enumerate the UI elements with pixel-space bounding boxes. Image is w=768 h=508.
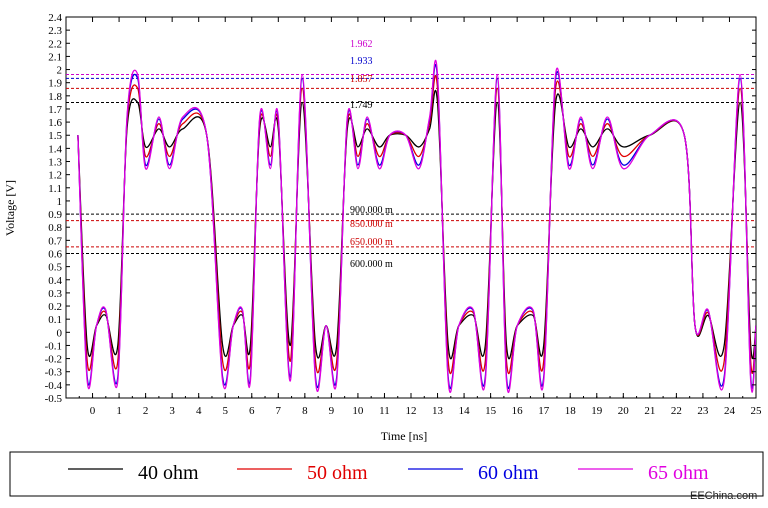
y-tick-label: -0.1 bbox=[45, 340, 62, 352]
reference-label: 900.000 m bbox=[350, 205, 393, 216]
x-tick-label: 2 bbox=[143, 405, 149, 417]
y-tick-label: -0.4 bbox=[45, 380, 63, 392]
y-tick-label: 2.4 bbox=[48, 12, 62, 24]
series-line-40-ohm bbox=[77, 90, 756, 360]
reference-label: 600.000 m bbox=[350, 259, 393, 270]
y-tick-label: 2.3 bbox=[48, 25, 62, 37]
legend-label: 65 ohm bbox=[648, 462, 709, 484]
x-tick-label: 18 bbox=[565, 405, 577, 417]
reference-label: 1.962 bbox=[350, 39, 373, 50]
x-tick-label: 8 bbox=[302, 405, 308, 417]
x-tick-label: 23 bbox=[697, 405, 709, 417]
x-tick-label: 25 bbox=[751, 405, 763, 417]
x-tick-label: 0 bbox=[90, 405, 96, 417]
y-tick-label: -0.5 bbox=[45, 393, 63, 405]
x-tick-label: 17 bbox=[538, 405, 550, 417]
x-tick-label: 3 bbox=[169, 405, 175, 417]
x-tick-label: 15 bbox=[485, 405, 497, 417]
legend-label: 40 ohm bbox=[138, 462, 199, 484]
y-tick-label: 1.8 bbox=[48, 91, 62, 103]
y-tick-label: -0.3 bbox=[45, 367, 63, 379]
y-tick-label: 0.9 bbox=[48, 209, 62, 221]
y-tick-label: 1.5 bbox=[48, 130, 62, 142]
y-tick-label: 0.2 bbox=[48, 301, 62, 313]
y-tick-label: 0.3 bbox=[48, 288, 62, 300]
x-tick-label: 13 bbox=[432, 405, 444, 417]
y-tick-label: 0.4 bbox=[48, 275, 62, 287]
y-tick-label: 0 bbox=[57, 327, 63, 339]
legend-label: 60 ohm bbox=[478, 462, 539, 484]
y-tick-label: 1.9 bbox=[48, 78, 62, 90]
legend-box bbox=[9, 451, 764, 497]
x-tick-label: 14 bbox=[459, 405, 471, 417]
x-tick-label: 11 bbox=[379, 405, 390, 417]
y-tick-label: 2 bbox=[57, 65, 63, 77]
y-tick-label: -0.2 bbox=[45, 354, 62, 366]
x-tick-label: 19 bbox=[591, 405, 603, 417]
x-tick-label: 1 bbox=[116, 405, 122, 417]
x-tick-label: 16 bbox=[512, 405, 524, 417]
series-line-60-ohm bbox=[77, 63, 756, 389]
x-tick-label: 22 bbox=[671, 405, 682, 417]
reference-label: 850.000 m bbox=[350, 219, 393, 230]
x-tick-label: 24 bbox=[724, 405, 736, 417]
y-tick-label: 0.1 bbox=[48, 314, 62, 326]
y-tick-label: 0.6 bbox=[48, 248, 62, 260]
y-tick-label: 1.7 bbox=[48, 104, 62, 116]
y-tick-label: 1 bbox=[57, 196, 63, 208]
y-tick-label: 1.2 bbox=[48, 170, 62, 182]
x-tick-label: 7 bbox=[276, 405, 282, 417]
reference-label: 1.749 bbox=[350, 100, 373, 111]
y-axis-title: Voltage [V] bbox=[3, 180, 17, 236]
y-tick-label: 2.1 bbox=[48, 51, 62, 63]
y-tick-label: 1.1 bbox=[48, 183, 62, 195]
series-line-65-ohm bbox=[77, 59, 756, 393]
x-tick-label: 12 bbox=[406, 405, 417, 417]
x-tick-label: 5 bbox=[222, 405, 228, 417]
x-tick-label: 9 bbox=[329, 405, 335, 417]
legend-label: 50 ohm bbox=[307, 462, 368, 484]
reference-label: 1.857 bbox=[350, 74, 373, 85]
x-tick-label: 20 bbox=[618, 405, 630, 417]
y-tick-label: 0.8 bbox=[48, 222, 62, 234]
x-tick-label: 6 bbox=[249, 405, 255, 417]
y-tick-label: 1.3 bbox=[48, 157, 62, 169]
x-tick-label: 4 bbox=[196, 405, 202, 417]
x-axis-title: Time [ns] bbox=[381, 429, 428, 443]
series-line-50-ohm bbox=[77, 75, 756, 374]
y-tick-label: 0.5 bbox=[48, 262, 62, 274]
y-tick-label: 1.6 bbox=[48, 117, 62, 129]
y-tick-label: 1.4 bbox=[48, 143, 62, 155]
y-tick-label: 2.2 bbox=[48, 38, 62, 50]
reference-label: 650.000 m bbox=[350, 237, 393, 248]
x-tick-label: 21 bbox=[644, 405, 655, 417]
reference-label: 1.933 bbox=[350, 56, 373, 67]
watermark: EEChina.com bbox=[690, 490, 757, 502]
y-tick-label: 0.7 bbox=[48, 235, 62, 247]
x-tick-label: 10 bbox=[352, 405, 364, 417]
